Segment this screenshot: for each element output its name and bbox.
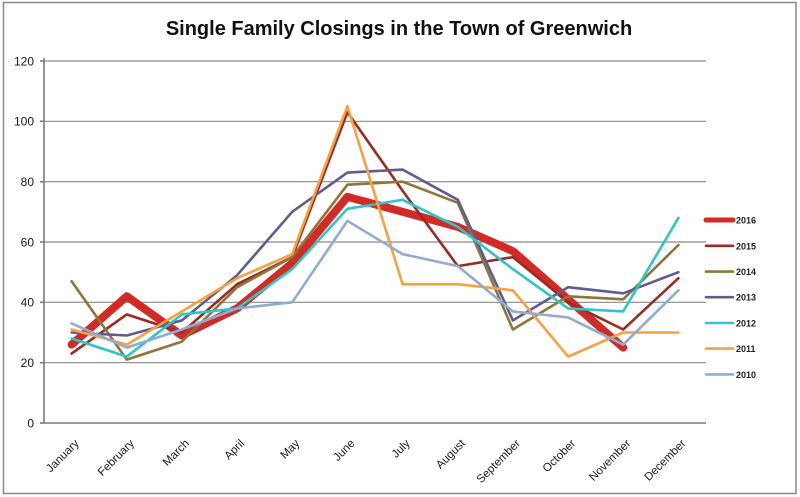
svg-text:2013: 2013 xyxy=(736,293,756,303)
svg-text:2011: 2011 xyxy=(736,344,756,354)
svg-text:0: 0 xyxy=(27,416,34,430)
svg-text:60: 60 xyxy=(21,235,35,249)
svg-text:20: 20 xyxy=(21,356,35,370)
svg-text:120: 120 xyxy=(14,54,34,68)
svg-text:2015: 2015 xyxy=(736,241,756,251)
svg-text:Single Family Closings in the: Single Family Closings in the Town of Gr… xyxy=(166,18,632,40)
svg-text:40: 40 xyxy=(21,296,35,310)
svg-text:2012: 2012 xyxy=(736,319,756,329)
svg-text:2016: 2016 xyxy=(736,216,756,226)
svg-text:100: 100 xyxy=(14,115,34,129)
svg-text:2010: 2010 xyxy=(736,370,756,380)
svg-text:80: 80 xyxy=(21,175,35,189)
svg-text:2014: 2014 xyxy=(736,267,756,277)
